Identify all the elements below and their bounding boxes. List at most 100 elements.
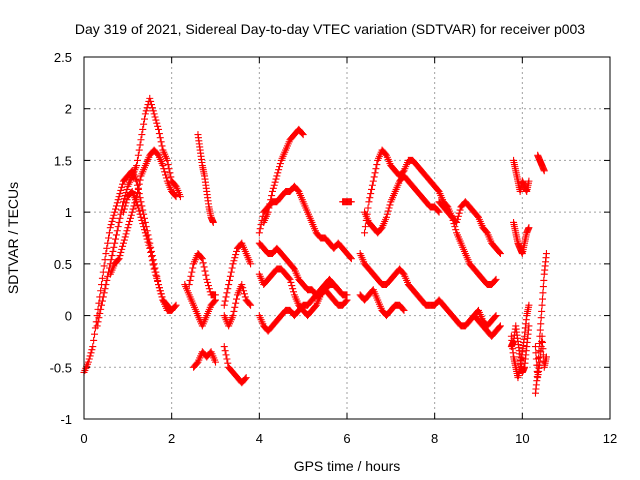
data-point-plus [98, 301, 106, 309]
data-point-plus [525, 322, 533, 330]
data-point-plus [126, 217, 134, 225]
data-point-plus [140, 120, 148, 128]
data-point-plus [161, 168, 169, 176]
data-point-plus [122, 230, 130, 238]
data-point-plus [451, 223, 459, 231]
data-point-plus [107, 256, 115, 264]
data-point-plus [449, 216, 457, 224]
data-point-plus [228, 264, 236, 272]
data-point-plus [155, 284, 163, 292]
data-point-plus [386, 201, 394, 209]
data-point-plus [238, 281, 246, 289]
data-point-plus [136, 210, 144, 218]
data-point-plus [264, 208, 272, 216]
data-point-plus [276, 160, 284, 168]
data-point-plus [223, 289, 231, 297]
data-point-plus [147, 97, 155, 105]
data-point-plus [482, 228, 490, 236]
data-point-plus [289, 285, 297, 293]
data-point-plus [105, 234, 113, 242]
data-point-plus [109, 214, 117, 222]
series-track-5 [190, 348, 219, 371]
data-point-plus [256, 225, 264, 233]
data-point-plus [537, 314, 545, 322]
series-track-7 [181, 281, 219, 330]
data-point-plus [496, 323, 504, 331]
data-point-plus [382, 213, 390, 221]
data-point-plus [137, 136, 145, 144]
data-point-plus [164, 161, 172, 169]
data-point-plus [299, 131, 307, 139]
data-point-plus [151, 113, 159, 121]
data-point-plus [221, 297, 229, 305]
data-point-plus [109, 247, 117, 255]
data-point-plus [385, 204, 393, 212]
series-track-17 [339, 198, 355, 206]
data-point-plus [400, 306, 408, 314]
data-point-plus [122, 199, 130, 207]
data-point-plus [94, 318, 102, 326]
data-point-plus [114, 196, 122, 204]
series-track-4 [119, 187, 176, 314]
series-track-30 [531, 332, 550, 382]
data-point-plus [222, 351, 230, 359]
data-point-plus [133, 201, 141, 209]
series-track-15 [255, 265, 351, 320]
data-point-plus [187, 272, 195, 280]
data-point-plus [231, 254, 239, 262]
data-point-plus [111, 208, 119, 216]
data-point-plus [107, 221, 115, 229]
data-point-plus [113, 227, 121, 235]
data-point-plus [119, 242, 127, 250]
series-track-25 [510, 218, 533, 258]
data-point-plus [139, 125, 147, 133]
data-point-plus [286, 275, 294, 283]
data-point-plus [115, 255, 123, 263]
data-point-plus [221, 347, 229, 355]
data-point-plus [129, 205, 137, 213]
data-point-plus [372, 165, 380, 173]
data-point-plus [538, 338, 546, 346]
data-point-plus [229, 260, 237, 268]
data-points [80, 94, 550, 397]
data-point-plus [240, 290, 248, 298]
data-point-plus [155, 130, 163, 138]
data-point-plus [119, 208, 127, 216]
data-point-plus [113, 199, 121, 207]
data-point-plus [138, 131, 146, 139]
data-point-plus [333, 285, 341, 293]
x-tick-label: 6 [343, 431, 350, 446]
data-point-plus [135, 180, 143, 188]
data-point-plus [202, 271, 210, 279]
data-point-plus [267, 196, 275, 204]
data-point-plus [139, 206, 147, 214]
data-point-plus [368, 185, 376, 193]
data-point-plus [188, 268, 196, 276]
data-point-plus [156, 287, 164, 295]
series-track-12 [255, 182, 355, 263]
data-point-plus [201, 267, 209, 275]
data-point-plus [108, 217, 116, 225]
data-point-plus [110, 211, 118, 219]
data-point-plus [496, 250, 504, 258]
data-point-plus [140, 226, 148, 234]
data-point-plus [370, 173, 378, 181]
data-point-plus [114, 223, 122, 231]
data-point-plus [224, 285, 232, 293]
data-point-plus [140, 223, 148, 231]
data-point-plus [229, 312, 237, 320]
data-point-plus [298, 130, 306, 138]
series-track-18 [361, 146, 504, 258]
data-point-plus [136, 141, 144, 149]
data-point-plus [212, 358, 219, 366]
data-point-plus [347, 255, 355, 263]
data-point-plus [247, 260, 255, 268]
data-point-plus [270, 181, 278, 189]
data-point-plus [89, 343, 97, 351]
series-track-16 [255, 275, 342, 335]
data-point-plus [220, 343, 228, 351]
y-tick-label: 2.5 [54, 50, 72, 65]
series-track-1 [80, 167, 180, 376]
y-tick-label: 0 [65, 309, 72, 324]
